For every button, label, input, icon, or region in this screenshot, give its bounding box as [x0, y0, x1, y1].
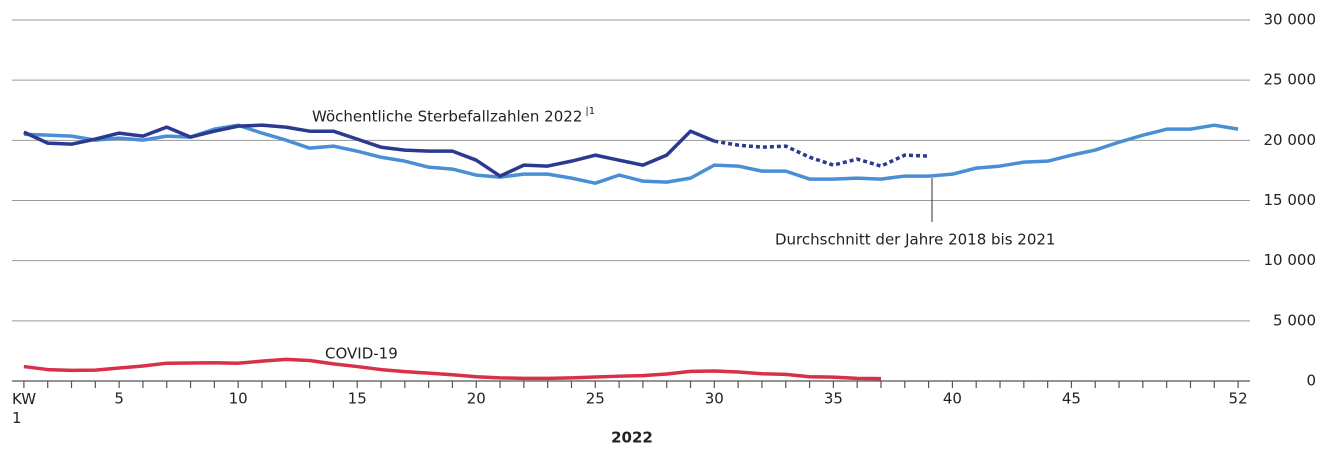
series-label: COVID-19: [325, 345, 398, 363]
x-tick-label: 10: [229, 390, 248, 408]
y-tick-label: 30 000: [1264, 11, 1317, 29]
series-line: [23, 357, 881, 381]
series-label: Durchschnitt der Jahre 2018 bis 2021: [775, 231, 1055, 249]
x-tick-label: 40: [943, 390, 962, 408]
y-tick-label: 25 000: [1264, 71, 1317, 89]
footnote: |1: [585, 106, 595, 117]
y-tick-label: 5 000: [1273, 311, 1316, 329]
x-tick-label: 25: [586, 390, 605, 408]
x-tick-label: 35: [824, 390, 843, 408]
series-label: Wöchentliche Sterbefallzahlen 2022: [312, 108, 582, 126]
y-tick-label: 10 000: [1264, 251, 1317, 269]
x-axis-label: 2022: [611, 429, 653, 447]
y-tick-label: 20 000: [1264, 131, 1317, 149]
x-tick-label: 15: [348, 390, 367, 408]
x-tick-label: 45: [1062, 390, 1081, 408]
y-tick-label: 0: [1306, 372, 1316, 390]
x-tick-label: 30: [705, 390, 724, 408]
series-line-dashed: [714, 139, 929, 168]
x-tick-label: 52: [1229, 390, 1248, 408]
y-tick-label: 15 000: [1264, 191, 1317, 209]
series-line: [23, 123, 716, 178]
x-tick-label: KW 1: [12, 390, 36, 427]
x-tick-label: 5: [114, 390, 124, 408]
x-tick-label: 20: [467, 390, 486, 408]
